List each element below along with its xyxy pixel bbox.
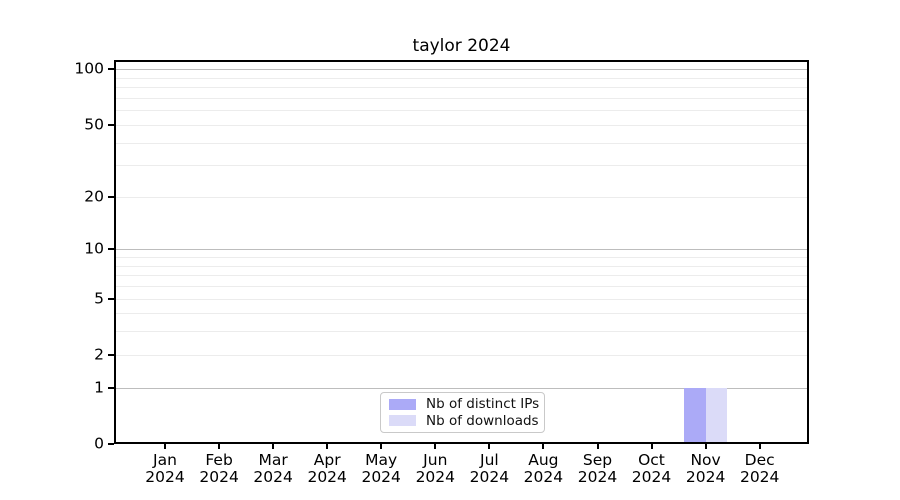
- y-tick-mark: [108, 248, 114, 251]
- y-tick-mark: [108, 68, 114, 71]
- legend-label: Nb of downloads: [426, 412, 539, 429]
- y-tick-label: 5: [94, 288, 104, 307]
- x-tick-label: Dec 2024: [740, 452, 779, 486]
- x-tick-mark: [704, 444, 707, 449]
- x-tick-label: May 2024: [361, 452, 400, 486]
- x-tick-label: Jun 2024: [416, 452, 455, 486]
- x-tick-year: 2024: [685, 468, 726, 486]
- x-tick-mark: [272, 444, 275, 449]
- y-minor-gridline: [116, 257, 807, 258]
- y-minor-gridline: [116, 196, 807, 198]
- y-minor-gridline: [116, 313, 807, 315]
- legend-swatch: [389, 398, 416, 410]
- x-tick-mark: [164, 444, 166, 449]
- x-tick-month: Nov: [690, 451, 721, 469]
- x-tick-label: Oct 2024: [632, 452, 671, 486]
- x-tick-label: Aug 2024: [524, 452, 563, 486]
- y-tick-label: 0: [94, 434, 104, 453]
- x-tick-year: 2024: [361, 468, 401, 486]
- x-tick-month: Feb: [205, 451, 233, 469]
- x-tick-month: Jan: [153, 451, 177, 469]
- plot-area: [114, 60, 809, 444]
- y-major-gridline: [116, 387, 807, 389]
- chart-title: taylor 2024: [412, 36, 511, 56]
- x-tick-month: May: [365, 451, 398, 469]
- y-tick-label: 50: [84, 114, 104, 133]
- x-tick-mark: [326, 444, 329, 449]
- x-tick-year: 2024: [523, 468, 564, 486]
- y-minor-gridline: [116, 354, 807, 356]
- y-minor-gridline: [116, 110, 807, 112]
- x-tick-month: Apr: [313, 451, 341, 469]
- legend-item: Nb of downloads: [381, 413, 544, 430]
- y-tick-mark: [108, 386, 114, 389]
- x-tick-label: Sep 2024: [578, 452, 617, 486]
- x-tick-year: 2024: [577, 468, 618, 486]
- y-minor-gridline: [116, 97, 807, 99]
- y-minor-gridline: [116, 77, 807, 79]
- x-tick-year: 2024: [469, 468, 510, 486]
- axis-spine-bottom: [114, 442, 809, 444]
- x-tick-mark: [434, 444, 437, 449]
- x-tick-year: 2024: [631, 468, 672, 486]
- x-tick-mark: [542, 444, 545, 449]
- y-tick-mark: [108, 353, 114, 356]
- y-tick-label: 100: [74, 59, 104, 78]
- x-tick-year: 2024: [739, 468, 780, 486]
- y-minor-gridline: [116, 265, 807, 267]
- x-tick-label: Feb 2024: [199, 452, 238, 486]
- x-tick-label: Jan 2024: [145, 452, 184, 486]
- x-tick-month: Oct: [638, 451, 665, 469]
- y-tick-mark: [108, 195, 114, 198]
- x-tick-month: Jul: [480, 451, 499, 469]
- y-minor-gridline: [116, 142, 807, 144]
- x-tick-mark: [488, 444, 491, 449]
- x-tick-month: Mar: [258, 451, 288, 469]
- y-tick-label: 20: [84, 187, 104, 206]
- x-tick-year: 2024: [307, 468, 347, 486]
- x-tick-month: Aug: [528, 451, 559, 469]
- axis-spine-right: [807, 60, 809, 444]
- x-tick-month: Jun: [423, 451, 448, 469]
- x-tick-month: Dec: [744, 451, 775, 469]
- y-tick-label: 2: [94, 345, 104, 364]
- legend-label: Nb of distinct IPs: [426, 396, 540, 413]
- y-major-gridline: [116, 249, 807, 251]
- y-minor-gridline: [116, 331, 807, 333]
- x-tick-label: Mar 2024: [253, 452, 292, 486]
- x-tick-mark: [380, 444, 383, 449]
- x-tick-year: 2024: [199, 468, 239, 486]
- y-minor-gridline: [116, 286, 807, 287]
- y-minor-gridline: [116, 298, 807, 300]
- x-tick-year: 2024: [253, 468, 293, 486]
- x-tick-year: 2024: [145, 468, 185, 486]
- axis-spine-left: [114, 60, 116, 444]
- x-tick-mark: [758, 444, 761, 449]
- y-minor-gridline: [116, 87, 807, 89]
- y-minor-gridline: [116, 275, 807, 277]
- y-minor-gridline: [116, 165, 807, 167]
- x-tick-mark: [218, 444, 221, 449]
- bar-nb-of-distinct-ips: [684, 387, 706, 442]
- legend-swatch: [389, 415, 416, 427]
- x-tick-year: 2024: [415, 468, 456, 486]
- y-minor-gridline: [116, 124, 807, 126]
- y-tick-mark: [108, 297, 114, 300]
- y-tick-mark: [108, 443, 114, 445]
- legend-item: Nb of distinct IPs: [381, 396, 544, 413]
- x-tick-mark: [650, 444, 653, 449]
- y-tick-mark: [108, 123, 114, 126]
- x-tick-mark: [596, 444, 599, 449]
- axis-spine-top: [114, 60, 809, 62]
- x-tick-label: Nov 2024: [686, 452, 725, 486]
- y-tick-label: 10: [84, 239, 104, 258]
- legend: Nb of distinct IPs Nb of downloads: [380, 392, 545, 433]
- x-tick-label: Jul 2024: [470, 452, 509, 486]
- y-tick-label: 1: [94, 377, 104, 396]
- bar-nb-of-downloads: [705, 387, 728, 442]
- x-tick-label: Apr 2024: [307, 452, 346, 486]
- y-major-gridline: [116, 69, 807, 71]
- x-tick-month: Sep: [582, 451, 613, 469]
